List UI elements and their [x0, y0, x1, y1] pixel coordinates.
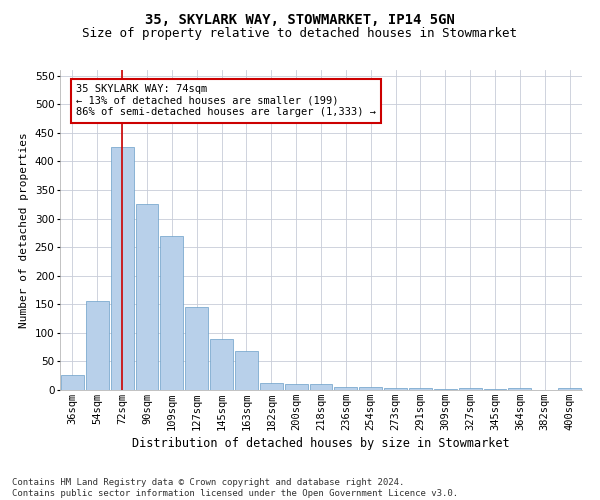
Bar	[434, 389, 457, 390]
Text: Contains HM Land Registry data © Crown copyright and database right 2024.
Contai: Contains HM Land Registry data © Crown c…	[12, 478, 458, 498]
Bar	[558, 388, 581, 390]
Bar	[61, 374, 84, 390]
Bar	[484, 389, 506, 390]
Bar	[111, 147, 134, 390]
Bar	[359, 387, 382, 390]
Bar	[285, 384, 308, 390]
Bar	[185, 307, 208, 390]
X-axis label: Distribution of detached houses by size in Stowmarket: Distribution of detached houses by size …	[132, 437, 510, 450]
Bar	[260, 382, 283, 390]
Bar	[459, 388, 482, 390]
Bar	[384, 388, 407, 390]
Bar	[508, 388, 531, 390]
Text: Size of property relative to detached houses in Stowmarket: Size of property relative to detached ho…	[83, 28, 517, 40]
Bar	[86, 302, 109, 390]
Text: 35 SKYLARK WAY: 74sqm
← 13% of detached houses are smaller (199)
86% of semi-det: 35 SKYLARK WAY: 74sqm ← 13% of detached …	[76, 84, 376, 117]
Bar	[235, 351, 258, 390]
Bar	[310, 384, 332, 390]
Bar	[334, 387, 357, 390]
Y-axis label: Number of detached properties: Number of detached properties	[19, 132, 29, 328]
Bar	[210, 338, 233, 390]
Bar	[409, 388, 432, 390]
Text: 35, SKYLARK WAY, STOWMARKET, IP14 5GN: 35, SKYLARK WAY, STOWMARKET, IP14 5GN	[145, 12, 455, 26]
Bar	[136, 204, 158, 390]
Bar	[160, 236, 183, 390]
